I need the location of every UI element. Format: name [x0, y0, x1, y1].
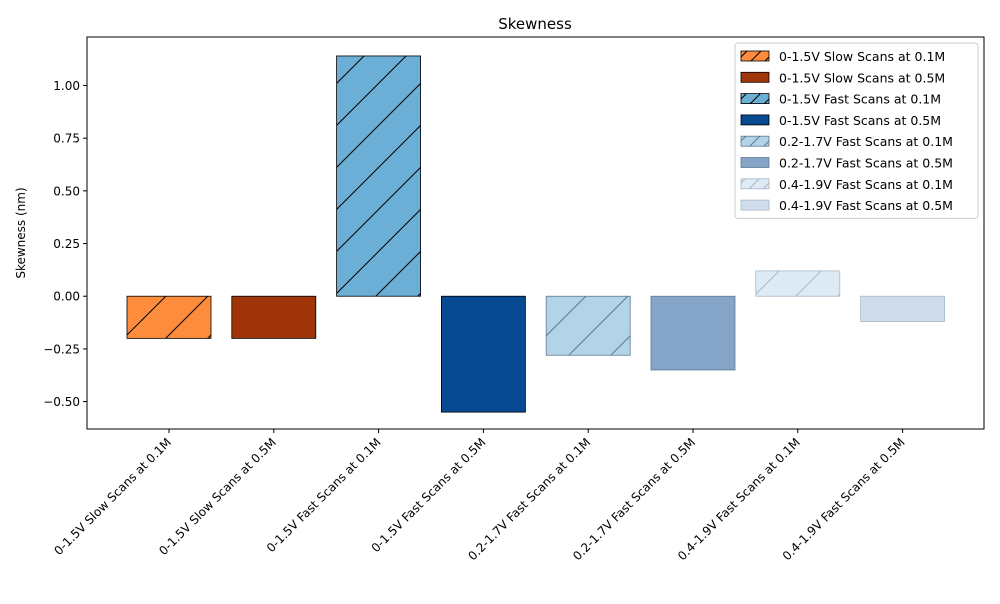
legend-label: 0-1.5V Fast Scans at 0.5M — [779, 113, 941, 128]
y-tick-label: −0.25 — [43, 342, 80, 356]
legend: 0-1.5V Slow Scans at 0.1M 0-1.5V Slow Sca… — [734, 42, 979, 219]
y-axis-label: Skewness (nm) — [14, 187, 28, 278]
bar-4 — [440, 295, 526, 413]
legend-label: 0-1.5V Slow Scans at 0.1M — [779, 49, 945, 64]
legend-label: 0-1.5V Slow Scans at 0.5M — [779, 70, 945, 85]
x-tick-label: 0.4-1.9V Fast Scans at 0.5M — [780, 435, 908, 563]
legend-swatch — [740, 71, 770, 83]
x-tick-label: 0.2-1.7V Fast Scans at 0.5M — [570, 435, 698, 563]
legend-label: 0-1.5V Fast Scans at 0.1M — [779, 92, 941, 107]
legend-swatch — [740, 178, 770, 190]
plot-frame — [86, 36, 985, 430]
x-tick-label: 0-1.5V Slow Scans at 0.1M — [51, 435, 174, 558]
legend-label: 0.4-1.9V Fast Scans at 0.5M — [779, 198, 953, 213]
y-tick-label: 0.00 — [53, 290, 80, 304]
legend-swatch — [740, 50, 770, 62]
bar-6 — [650, 295, 736, 371]
bar-8 — [860, 295, 945, 322]
legend-swatch — [740, 157, 770, 168]
y-axis-ticks: −0.50 −0.25 0.00 0.25 0.50 0.75 1.00 — [43, 79, 87, 409]
y-tick-label: 0.50 — [53, 184, 80, 198]
bar-5 — [545, 295, 631, 356]
x-tick-label: 0.2-1.7V Fast Scans at 0.1M — [465, 435, 593, 563]
bar-2 — [231, 295, 317, 339]
bar-7 — [755, 270, 841, 297]
y-tick-label: 0.75 — [53, 132, 80, 146]
legend-label: 0.2-1.7V Fast Scans at 0.1M — [779, 134, 953, 149]
bar-1 — [126, 295, 212, 339]
y-tick-label: 1.00 — [53, 79, 80, 93]
x-tick-label: 0-1.5V Fast Scans at 0.5M — [369, 435, 489, 555]
legend-swatch — [740, 114, 770, 126]
y-tick-label: −0.50 — [43, 395, 80, 409]
legend-swatch — [740, 93, 770, 104]
bars — [126, 55, 945, 413]
x-axis-ticks: 0-1.5V Slow Scans at 0.1M0-1.5V Slow Sca… — [51, 429, 908, 563]
x-tick-label: 0-1.5V Fast Scans at 0.1M — [264, 435, 384, 555]
legend-swatch — [740, 135, 770, 147]
legend-label: 0.4-1.9V Fast Scans at 0.1M — [779, 177, 953, 192]
x-tick-label: 0-1.5V Slow Scans at 0.5M — [156, 435, 279, 558]
legend-swatch — [740, 199, 770, 211]
bar-3 — [336, 55, 422, 297]
y-tick-label: 0.25 — [53, 237, 80, 251]
legend-box — [734, 42, 979, 219]
chart-title: Skewness — [498, 15, 572, 33]
x-tick-label: 0.4-1.9V Fast Scans at 0.1M — [675, 435, 803, 563]
legend-label: 0.2-1.7V Fast Scans at 0.5M — [779, 156, 953, 171]
